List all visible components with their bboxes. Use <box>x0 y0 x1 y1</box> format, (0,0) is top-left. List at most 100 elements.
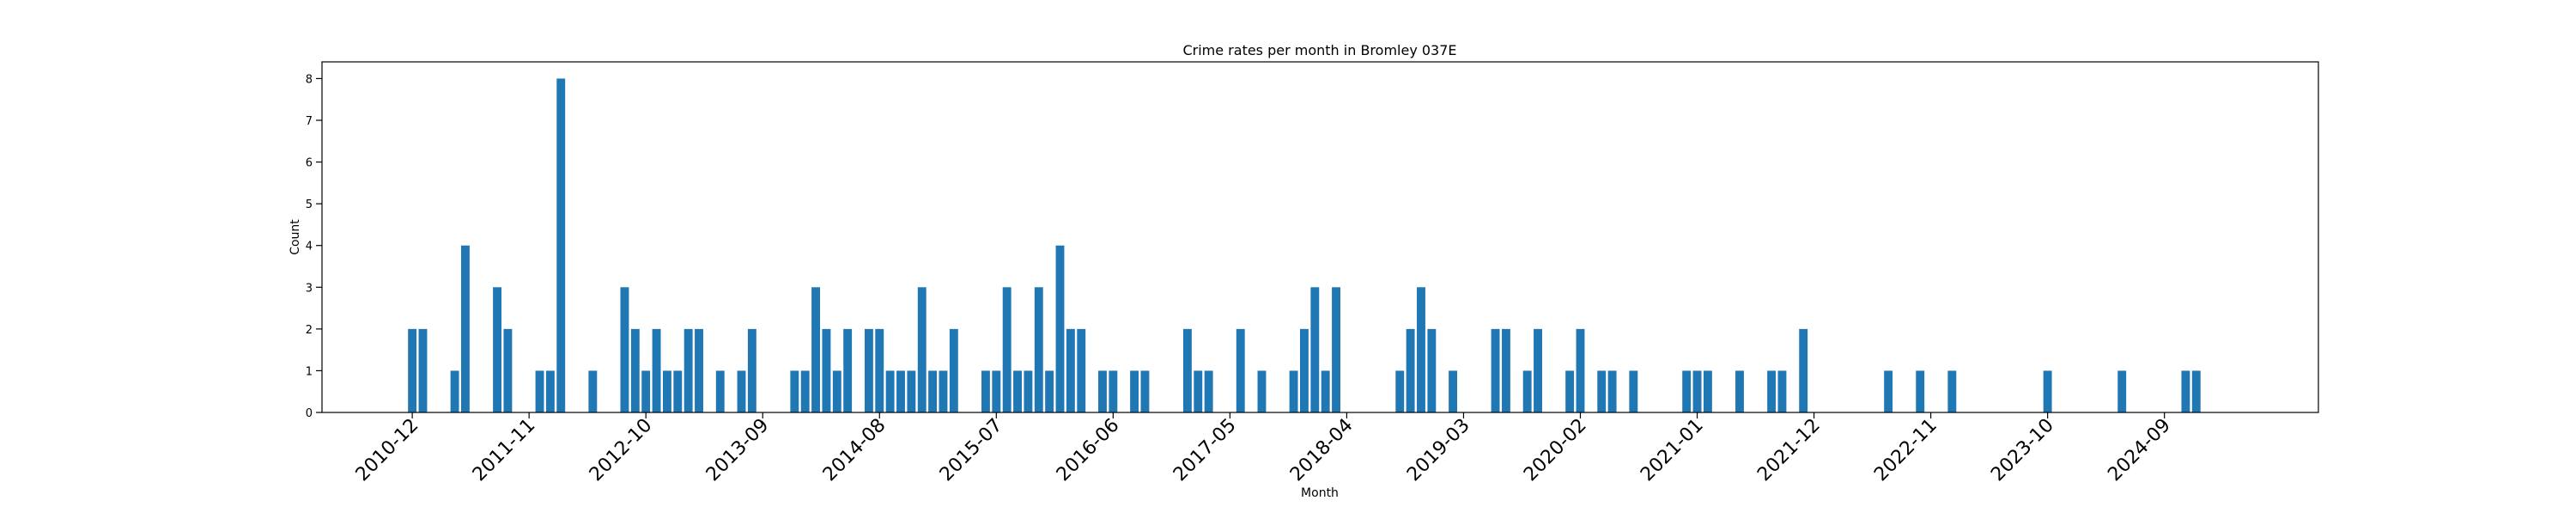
bar <box>1395 370 1404 412</box>
bar <box>1321 370 1330 412</box>
bar <box>1236 329 1245 412</box>
bar <box>811 287 820 412</box>
x-tick-label: 2020-02 <box>1520 415 1591 486</box>
x-tick-label: 2010-12 <box>352 415 423 486</box>
x-tick-label: 2019-03 <box>1403 415 1474 486</box>
bar <box>1109 370 1117 412</box>
bar <box>1693 370 1702 412</box>
bar <box>918 287 927 412</box>
x-tick-label: 2012-10 <box>586 415 657 486</box>
bar <box>451 370 459 412</box>
x-tick-label: 2011-11 <box>469 415 540 486</box>
bar <box>1035 287 1043 412</box>
bar <box>1682 370 1691 412</box>
bar <box>1141 370 1150 412</box>
bar <box>673 370 682 412</box>
bar <box>408 329 416 412</box>
bar <box>1916 370 1924 412</box>
bar <box>1194 370 1202 412</box>
bar <box>1884 370 1893 412</box>
y-tick-label: 8 <box>306 73 313 86</box>
y-tick-label: 3 <box>306 282 313 295</box>
x-tick-label: 2014-08 <box>819 415 890 486</box>
y-tick-label: 7 <box>306 115 313 128</box>
y-tick-label: 5 <box>306 198 313 211</box>
bar <box>1629 370 1637 412</box>
bar <box>684 329 693 412</box>
bar <box>1013 370 1022 412</box>
bar <box>536 370 544 412</box>
bar <box>748 329 756 412</box>
bar <box>631 329 640 412</box>
bar <box>1417 287 1425 412</box>
bar <box>1767 370 1776 412</box>
y-tick-label: 1 <box>306 365 313 378</box>
bar <box>875 329 884 412</box>
bar <box>950 329 958 412</box>
x-axis: 2010-12 2011-11 2012-10 2013-09 2014-08 2015-… <box>352 412 2175 485</box>
y-axis: 0 1 2 3 4 5 6 7 8 <box>306 73 322 420</box>
x-tick-label: 2022-11 <box>1870 415 1941 486</box>
bar <box>1130 370 1139 412</box>
y-tick-label: 6 <box>306 157 313 170</box>
bar <box>503 329 512 412</box>
bar <box>801 370 810 412</box>
bar <box>1406 329 1415 412</box>
bar <box>1205 370 1213 412</box>
bar <box>992 370 1000 412</box>
bar <box>546 370 555 412</box>
bar <box>1799 329 1807 412</box>
bar <box>865 329 873 412</box>
bar <box>1066 329 1075 412</box>
bar <box>1098 370 1107 412</box>
bar <box>1056 246 1065 412</box>
bar <box>1258 370 1267 412</box>
bar <box>896 370 905 412</box>
x-tick-label: 2024-09 <box>2104 415 2175 486</box>
x-tick-label: 2015-07 <box>936 415 1007 486</box>
bar <box>1427 329 1436 412</box>
bar <box>1449 370 1457 412</box>
x-tick-label: 2018-04 <box>1286 415 1358 486</box>
bar <box>1523 370 1532 412</box>
bar <box>1003 287 1012 412</box>
bar <box>556 78 565 412</box>
bar <box>1332 287 1340 412</box>
bar <box>1778 370 1787 412</box>
bar <box>1597 370 1606 412</box>
bar <box>2192 370 2201 412</box>
bar <box>907 370 915 412</box>
bar <box>1947 370 1956 412</box>
bar <box>621 287 629 412</box>
bar <box>843 329 852 412</box>
bar <box>653 329 661 412</box>
x-tick-label: 2013-09 <box>702 415 774 486</box>
x-tick-label: 2017-05 <box>1170 415 1241 486</box>
bar <box>1024 370 1032 412</box>
bar <box>886 370 895 412</box>
bar <box>939 370 948 412</box>
bar <box>588 370 597 412</box>
y-tick-label: 2 <box>306 324 313 337</box>
bar <box>1608 370 1617 412</box>
bar <box>2181 370 2190 412</box>
y-tick-label: 0 <box>306 407 313 420</box>
chart-title: Crime rates per month in Bromley 037E <box>1182 42 1456 58</box>
bar <box>738 370 746 412</box>
bar <box>1077 329 1085 412</box>
bar <box>1310 287 1319 412</box>
bar <box>419 329 428 412</box>
bar <box>695 329 703 412</box>
x-tick-label: 2021-12 <box>1753 415 1825 486</box>
bar <box>2117 370 2126 412</box>
bar <box>928 370 937 412</box>
bar <box>1534 329 1542 412</box>
x-tick-label: 2021-01 <box>1637 415 1708 486</box>
bar <box>461 246 470 412</box>
y-axis-label: Count <box>289 219 302 255</box>
x-tick-label: 2023-10 <box>1987 415 2058 486</box>
bar <box>2044 370 2052 412</box>
bar <box>790 370 799 412</box>
bar <box>822 329 830 412</box>
